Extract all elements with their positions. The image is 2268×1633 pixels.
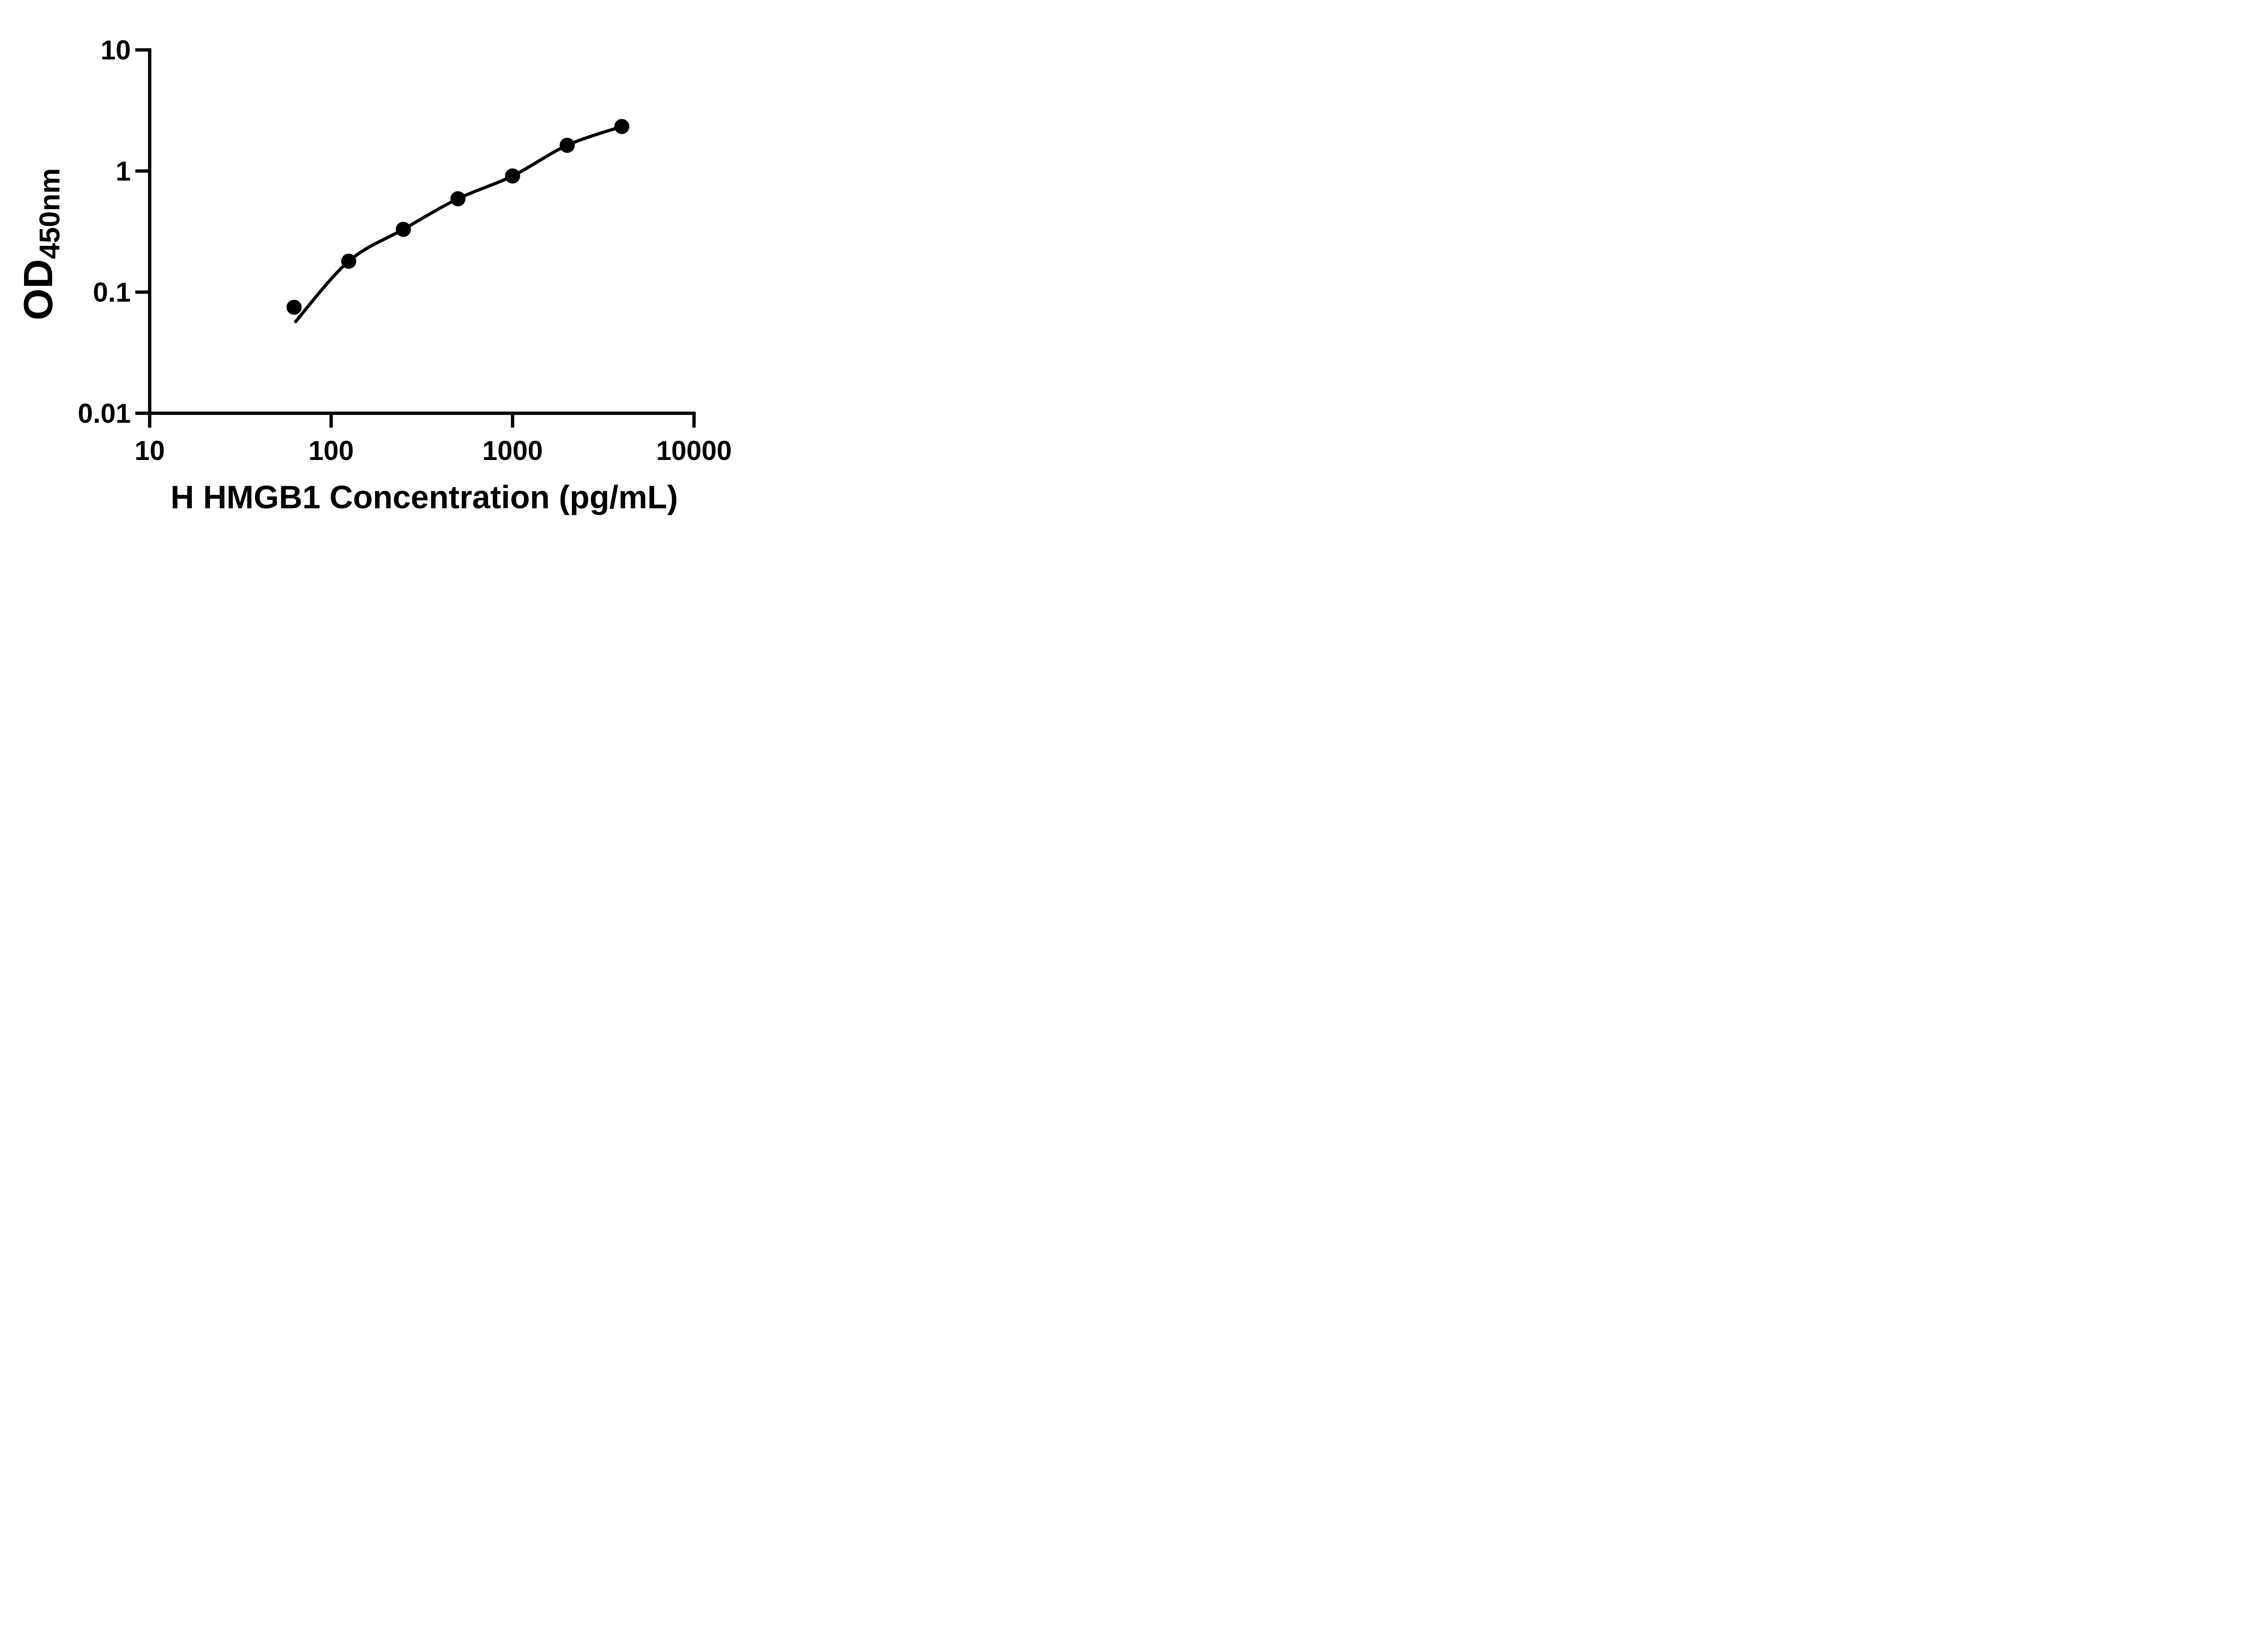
y-axis-title-main: OD [16,259,61,320]
data-points-group [286,119,630,315]
data-point-marker [614,119,630,134]
elisa-standard-curve-figure: 10 1 0.1 0.01 10 100 1000 10000 H HMGB1 … [0,0,777,544]
chart-background [0,0,777,544]
y-tick-label-0.01: 0.01 [78,398,131,429]
x-tick-label-100: 100 [308,435,354,466]
data-point-marker [396,221,411,237]
data-point-marker [505,168,520,184]
chart-canvas: 10 1 0.1 0.01 10 100 1000 10000 H HMGB1 … [0,0,777,544]
y-axis-title-subscript: 450nm [34,168,66,259]
data-point-marker [341,254,357,269]
y-tick-label-10: 10 [101,35,131,65]
x-tick-label-10: 10 [135,435,165,466]
x-axis-title: H HMGB1 Concentration (pg/mL) [171,479,678,516]
y-tick-label-1: 1 [116,156,131,186]
y-axis-title: OD450nm [16,168,66,321]
data-point-marker [286,299,302,315]
y-tick-label-0.1: 0.1 [93,277,131,308]
x-tick-label-1000: 1000 [482,435,543,466]
x-tick-label-10000: 10000 [656,435,732,466]
data-point-marker [450,191,466,206]
x-axis-ticks [148,413,696,428]
y-axis-ticks [135,48,150,415]
data-point-marker [559,137,575,153]
